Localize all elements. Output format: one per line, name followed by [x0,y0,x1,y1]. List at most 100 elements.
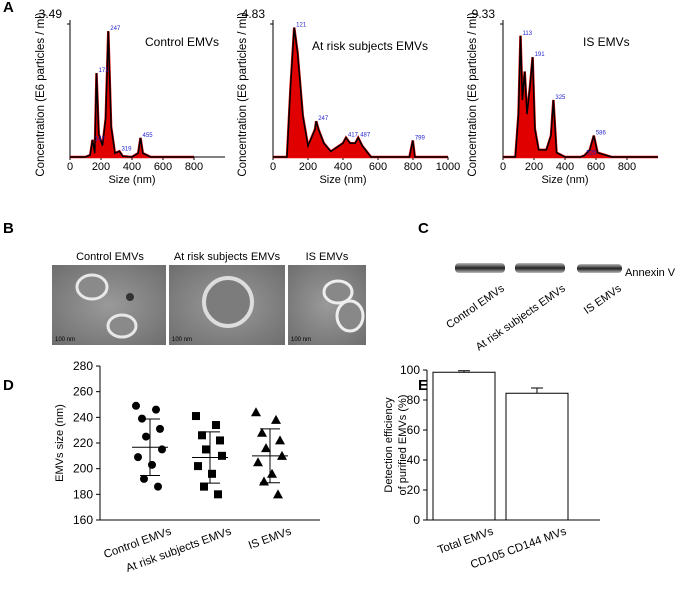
image-label: IS EMVs [306,251,349,263]
y-tick-label: 3.49 [39,7,63,21]
y-tick-label: 220 [73,436,93,450]
data-point [253,457,263,467]
y-tick-label: 4.83 [242,7,266,21]
image-label: At risk subjects EMVs [174,251,281,263]
peak-label: 191 [535,52,546,58]
x-tick-label: 0 [67,161,73,173]
peak-label: 319 [121,146,132,152]
y-tick-label: 260 [73,385,93,399]
y-tick-label: 200 [73,462,93,476]
y-tick-label: 9.33 [472,7,496,21]
data-point [216,436,224,445]
x-tick-label: Total EMVs [436,525,495,556]
y-tick-label: 160 [73,513,93,527]
scale-label: 100 nm [55,337,75,343]
data-point [192,412,200,421]
data-point [142,432,150,441]
bar [432,371,496,521]
y-tick-label: 280 [73,359,93,373]
vesicle [126,293,134,301]
data-point [267,468,277,478]
peak-label: 455 [143,133,154,139]
data-point [152,405,160,414]
data-point [156,424,164,433]
blot-band [577,264,622,273]
protein-label: Annexin V [625,267,676,279]
scale-label: 100 nm [172,337,192,343]
peak-label: 586 [596,131,607,137]
y-axis-label: of purified EMVs (%) [397,395,409,496]
x-tick-label: 0 [270,161,276,173]
western-blot: Annexin V Control EMVs At risk subjects … [444,263,676,353]
chart-title: Control EMVs [145,35,219,49]
y-tick-label: 40 [407,453,421,467]
blot-band [455,263,505,273]
peak-label: 147 [95,137,106,143]
lane-label: Control EMVs [444,282,507,331]
distribution-line [70,31,194,158]
data-point [208,469,216,478]
y-tick-label: 80 [407,393,421,407]
x-axis-label: Size (nm) [319,174,366,186]
panel-letter: C [418,220,429,237]
data-point [158,445,166,454]
y-axis-label: Concentration (E6 particles / ml) [35,12,47,176]
x-tick-label: 800 [404,161,422,173]
data-point [202,445,210,454]
data-point [259,476,269,486]
data-point [154,482,162,491]
y-tick-label: 180 [73,487,93,501]
data-point [275,435,285,445]
y-tick-label: 240 [73,410,93,424]
peak-label: 113 [523,31,533,37]
x-tick-label: IS EMVs [247,525,293,552]
bar [505,392,569,521]
x-tick-label: 200 [299,161,317,173]
x-tick-label: 200 [525,161,543,173]
peak-label: 171 [99,68,110,74]
peak-label: 325 [555,95,566,101]
vesicle [202,276,254,328]
lane-label: IS EMVs [582,282,624,317]
x-tick-label: 800 [185,161,203,173]
x-tick-label: 400 [123,161,141,173]
y-axis-label: EMVs size (nm) [54,404,66,482]
peak-label: 247 [110,26,121,32]
x-tick-label: 600 [154,161,172,173]
data-point [132,401,140,410]
vesicle [106,313,138,339]
peak-label: 487 [360,133,371,139]
vesicle [75,273,109,301]
x-tick-label: 600 [369,161,387,173]
data-point [218,451,226,460]
distribution-line [273,27,448,158]
data-point [273,489,283,499]
tem-image [52,265,166,345]
peak-label: 121 [296,23,307,29]
peak-label: 417 [348,133,359,139]
peak-label: 247 [318,116,329,122]
y-tick-label: 60 [407,423,421,437]
scale-label: 100 nm [291,337,311,343]
x-tick-label: 400 [556,161,574,173]
tem-images: Control EMVs At risk subjects EMVs IS EM… [52,251,366,345]
x-tick-label: 400 [334,161,352,173]
data-point [148,460,156,469]
panel-letter: B [3,220,14,237]
panel-letter: D [3,377,14,394]
data-point [251,407,261,417]
distribution-fill [70,31,194,159]
x-tick-label: 600 [587,161,605,173]
x-tick-label: 1000 [436,161,460,173]
blot-band [515,263,565,273]
data-point [212,421,220,430]
x-tick-label: 200 [92,161,110,173]
panel-letter: A [3,0,14,16]
distribution-line [503,35,658,158]
chart-title: At risk subjects EMVs [312,39,428,53]
image-label: Control EMVs [76,251,144,263]
chart-title: IS EMVs [583,35,630,49]
x-axis-label: Size (nm) [541,174,588,186]
data-point [257,427,267,437]
